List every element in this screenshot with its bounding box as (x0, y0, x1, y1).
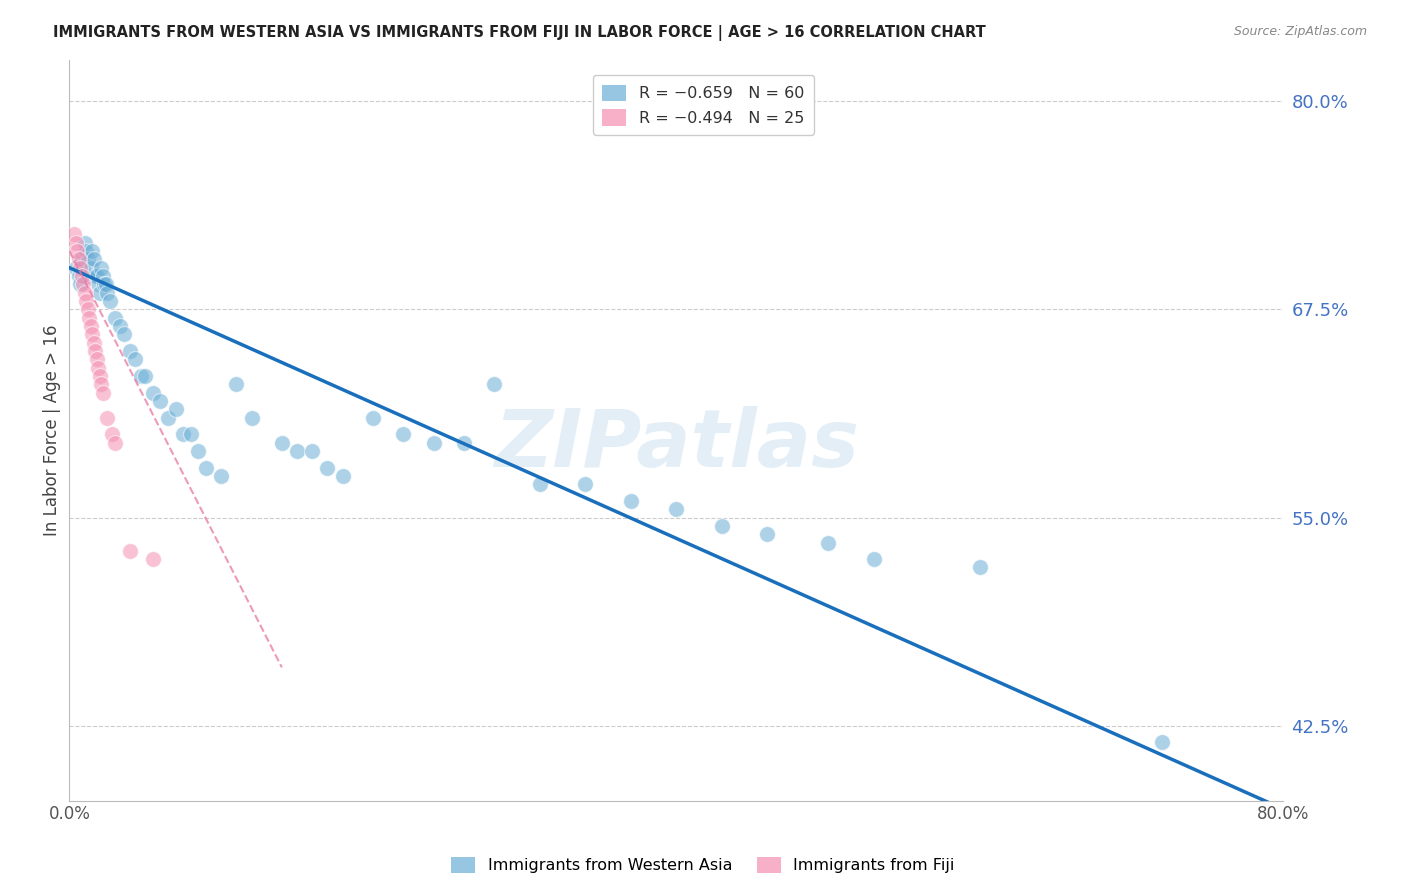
Point (104, 435, 127, 450)
Point (120, 344, 142, 359)
Point (129, 369, 152, 384)
Point (87, 360, 110, 375)
Point (63, 227, 86, 242)
Point (80, 319, 103, 334)
Point (484, 377, 506, 392)
Point (82, 244, 104, 259)
Point (86, 352, 108, 367)
Point (195, 460, 218, 475)
Point (77, 310, 100, 325)
Point (665, 502, 688, 516)
Point (91, 269, 114, 284)
Point (124, 352, 146, 367)
Point (157, 410, 180, 425)
Point (862, 552, 884, 566)
Point (94, 277, 117, 292)
Point (1150, 735, 1173, 749)
Point (529, 477, 551, 491)
Point (180, 427, 202, 442)
Y-axis label: In Labor Force | Age > 16: In Labor Force | Age > 16 (44, 325, 60, 536)
Point (65, 235, 87, 250)
Point (72, 260, 94, 275)
Point (316, 460, 339, 475)
Point (72, 277, 94, 292)
Point (301, 444, 323, 458)
Point (67, 269, 90, 284)
Point (101, 427, 124, 442)
Point (75, 244, 97, 259)
Point (142, 385, 165, 400)
Point (270, 435, 292, 450)
Point (73, 285, 96, 300)
Point (134, 369, 156, 384)
Point (67, 252, 90, 267)
Point (120, 544, 142, 558)
Point (453, 435, 475, 450)
Point (70, 269, 93, 284)
Point (104, 310, 127, 325)
Point (84, 344, 107, 359)
Point (80, 260, 103, 275)
Point (76, 252, 98, 267)
Point (69, 260, 91, 275)
Point (65, 260, 87, 275)
Point (142, 552, 165, 566)
Point (66, 244, 89, 259)
Point (756, 527, 779, 541)
Point (574, 477, 596, 491)
Text: ZIPatlas: ZIPatlas (494, 406, 859, 484)
Point (90, 260, 112, 275)
Point (96, 410, 118, 425)
Point (209, 469, 232, 483)
Point (108, 319, 131, 334)
Point (82, 327, 104, 342)
Point (817, 535, 839, 549)
Point (89, 369, 111, 384)
Legend: R = −0.659   N = 60, R = −0.494   N = 25: R = −0.659 N = 60, R = −0.494 N = 25 (593, 75, 814, 136)
Point (86, 269, 108, 284)
Point (620, 494, 643, 508)
Point (285, 444, 308, 458)
Point (69, 277, 91, 292)
Point (100, 294, 122, 309)
Point (70, 252, 93, 267)
Point (73, 235, 96, 250)
Point (149, 394, 172, 409)
Point (187, 444, 209, 458)
Point (77, 269, 100, 284)
Point (225, 377, 247, 392)
Point (172, 427, 194, 442)
Point (240, 410, 263, 425)
Point (112, 327, 135, 342)
Point (76, 302, 98, 317)
Point (83, 252, 105, 267)
Point (75, 294, 97, 309)
Point (96, 285, 118, 300)
Point (422, 435, 444, 450)
Point (710, 519, 733, 533)
Text: Source: ZipAtlas.com: Source: ZipAtlas.com (1233, 25, 1367, 38)
Point (361, 410, 384, 425)
Legend: Immigrants from Western Asia, Immigrants from Fiji: Immigrants from Western Asia, Immigrants… (444, 850, 962, 880)
Point (332, 469, 354, 483)
Point (84, 269, 107, 284)
Point (392, 427, 415, 442)
Point (165, 402, 187, 417)
Point (93, 277, 115, 292)
Point (87, 277, 110, 292)
Point (90, 377, 112, 392)
Text: IMMIGRANTS FROM WESTERN ASIA VS IMMIGRANTS FROM FIJI IN LABOR FORCE | AGE > 16 C: IMMIGRANTS FROM WESTERN ASIA VS IMMIGRAN… (53, 25, 986, 41)
Point (969, 560, 991, 574)
Point (83, 335, 105, 350)
Point (89, 285, 111, 300)
Point (91, 385, 114, 400)
